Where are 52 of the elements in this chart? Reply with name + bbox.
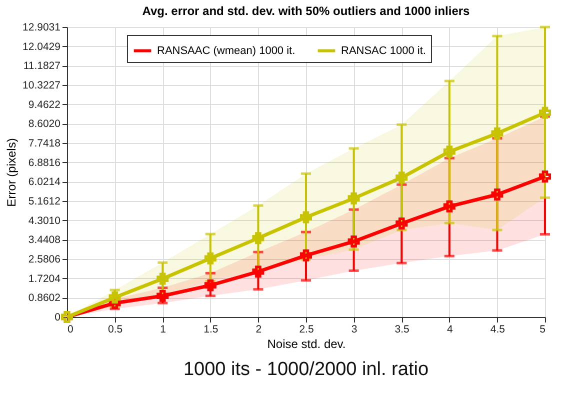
point	[348, 192, 360, 204]
y-tick-label: 9.4622	[28, 98, 61, 111]
y-tick-label: 5.1612	[28, 196, 61, 208]
y-tick-label: 6.8816	[28, 156, 61, 169]
text: 1000 its - 1000/2000 inl. ratio	[183, 359, 429, 380]
point	[396, 218, 408, 230]
x-tick-label: 1	[160, 324, 166, 336]
y-tick-label: 0	[54, 312, 61, 324]
y-tick-label: 7.7418	[28, 138, 61, 150]
y-tick-label: 4.3010	[28, 214, 61, 227]
point	[252, 266, 264, 278]
point	[539, 170, 551, 183]
x-axis-title: Noise std. dev.	[267, 337, 346, 351]
y-tick-label: 0.8602	[28, 292, 61, 304]
point	[539, 106, 551, 119]
point	[108, 291, 121, 304]
x-tick-label: 3	[351, 324, 358, 336]
x-tick-label: 5	[540, 324, 546, 336]
y-axis-title: Error (pixels)	[4, 138, 19, 207]
x-tick-label: 2.5	[299, 324, 314, 336]
point	[348, 235, 360, 248]
point	[300, 249, 312, 262]
chart-title: Avg. error and std. dev. with 50% outliers and 1000 inliers	[142, 4, 470, 18]
point	[443, 200, 456, 212]
y-tick-label: 11.1827	[23, 60, 61, 72]
point	[204, 279, 216, 292]
legend-label: RANSAC 1000 it.	[341, 44, 426, 57]
y-tick-label: 12.0429	[22, 40, 61, 53]
y-tick-label: 8.6020	[28, 118, 61, 130]
point	[156, 272, 169, 285]
y-tick-label: 2.5806	[28, 254, 61, 266]
point	[443, 146, 456, 158]
x-tick-label: 3.5	[394, 324, 410, 336]
y-tick-label: 12.9031	[22, 22, 61, 34]
x-tick-label: 4	[446, 324, 453, 336]
y-tick-label: 10.3227	[22, 79, 61, 92]
legend-label: RANSAAC (wmean) 1000 it.	[157, 44, 296, 57]
x-tick-label: 0	[68, 324, 74, 336]
point	[491, 127, 504, 140]
point	[491, 188, 504, 201]
y-tick-label: 3.4408	[28, 234, 61, 246]
x-tick-label: 4.5	[490, 324, 506, 336]
point	[156, 290, 169, 302]
point	[300, 211, 312, 224]
point	[252, 232, 264, 244]
point	[396, 172, 408, 184]
x-tick-label: 0.5	[108, 324, 123, 336]
y-tick-label: 6.0214	[28, 176, 61, 188]
point	[204, 252, 216, 264]
x-tick-label: 1.5	[204, 324, 218, 336]
x-tick-label: 2	[256, 324, 262, 336]
y-tick-label: 1.7204	[28, 272, 61, 285]
